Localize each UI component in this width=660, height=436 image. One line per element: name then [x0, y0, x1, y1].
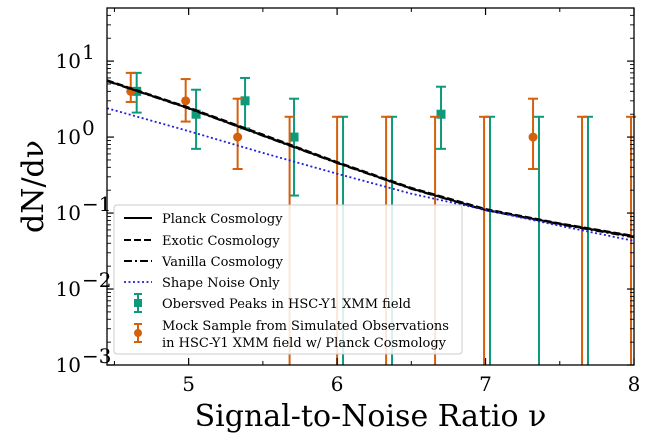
data-point-0-2	[240, 96, 250, 106]
legend-label-4: Obersved Peaks in HSC-Y1 XMM field	[162, 297, 411, 312]
y-tick-exponent-0: −3	[82, 344, 111, 368]
legend-box	[113, 204, 463, 355]
legend-marker-4	[134, 299, 142, 307]
data-point-1-2	[233, 132, 243, 142]
legend-label-0: Planck Cosmology	[162, 212, 283, 227]
legend-label-line: Exotic Cosmology	[162, 234, 280, 249]
x-tick-label-1: 6	[331, 372, 344, 396]
y-tick-exponent-4: 1	[82, 40, 95, 64]
y-tick-label-3: 10	[56, 125, 81, 149]
y-tick-exponent-1: −2	[82, 268, 111, 292]
legend-marker-5	[134, 329, 142, 337]
legend-label-line: Vanilla Cosmology	[161, 255, 284, 270]
legend-label-line: Mock Sample from Simulated Observations	[162, 319, 449, 334]
y-tick-label-1: 10	[56, 277, 81, 301]
legend-label-2: Vanilla Cosmology	[161, 255, 284, 270]
data-point-1-8	[528, 132, 538, 142]
data-point-0-1	[191, 109, 201, 119]
series-line-2	[106, 80, 635, 239]
x-tick-label-3: 8	[628, 372, 641, 396]
data-point-0-6	[436, 109, 446, 119]
series-line-3	[106, 107, 635, 242]
y-tick-exponent-2: −1	[82, 192, 111, 216]
legend: Planck Cosmology Exotic Cosmology Vanilla …	[113, 204, 463, 355]
y-tick-label-2: 10	[56, 201, 81, 225]
data-point-1-1	[181, 96, 191, 106]
x-tick-label-0: 5	[182, 372, 195, 396]
y-axis-label: dN/dν	[16, 140, 51, 233]
y-tick-label-0: 10	[56, 353, 81, 377]
legend-label-line: Shape Noise Only	[162, 276, 280, 291]
line-layer	[106, 79, 635, 242]
legend-label-line: Obersved Peaks in HSC-Y1 XMM field	[162, 297, 411, 312]
legend-label-line: in HSC-Y1 XMM field w/ Planck Cosmology	[162, 336, 447, 351]
y-tick-label-4: 10	[56, 49, 81, 73]
legend-label-3: Shape Noise Only	[162, 276, 280, 291]
plot-frame	[106, 7, 635, 366]
x-tick-label-2: 7	[479, 372, 492, 396]
legend-label-1: Exotic Cosmology	[162, 234, 280, 249]
y-tick-exponent-3: 0	[82, 116, 95, 140]
legend-label-5: Mock Sample from Simulated Observations i…	[162, 319, 449, 351]
legend-label-line: Planck Cosmology	[162, 212, 283, 227]
x-axis-label: Signal-to-Noise Ratio ν	[195, 399, 547, 434]
data-point-0-3	[289, 132, 299, 142]
series-line-1	[106, 79, 635, 237]
